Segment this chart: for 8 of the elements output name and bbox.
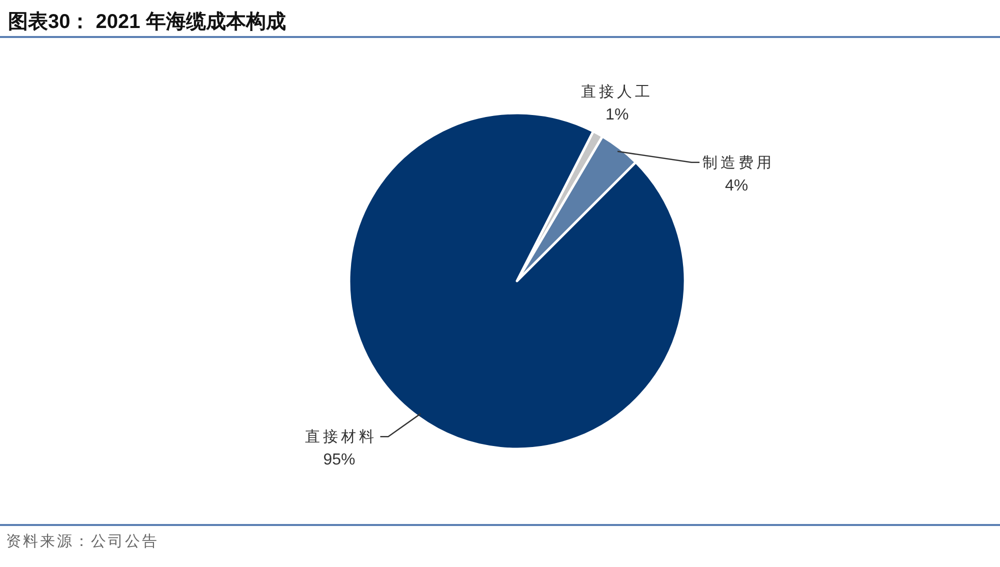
data-label: 4% (724, 177, 748, 194)
slice-label: 制造费用 (702, 154, 775, 172)
slice-label: 直接人工 (581, 84, 654, 101)
data-label: 1% (606, 106, 629, 124)
slice-label: 直接材料 (305, 428, 378, 446)
data-label: 95% (323, 452, 356, 469)
chart-title: 图表30： 2021 年海缆成本构成 (8, 11, 286, 33)
text: 资料来源：公司公告 (6, 533, 159, 550)
